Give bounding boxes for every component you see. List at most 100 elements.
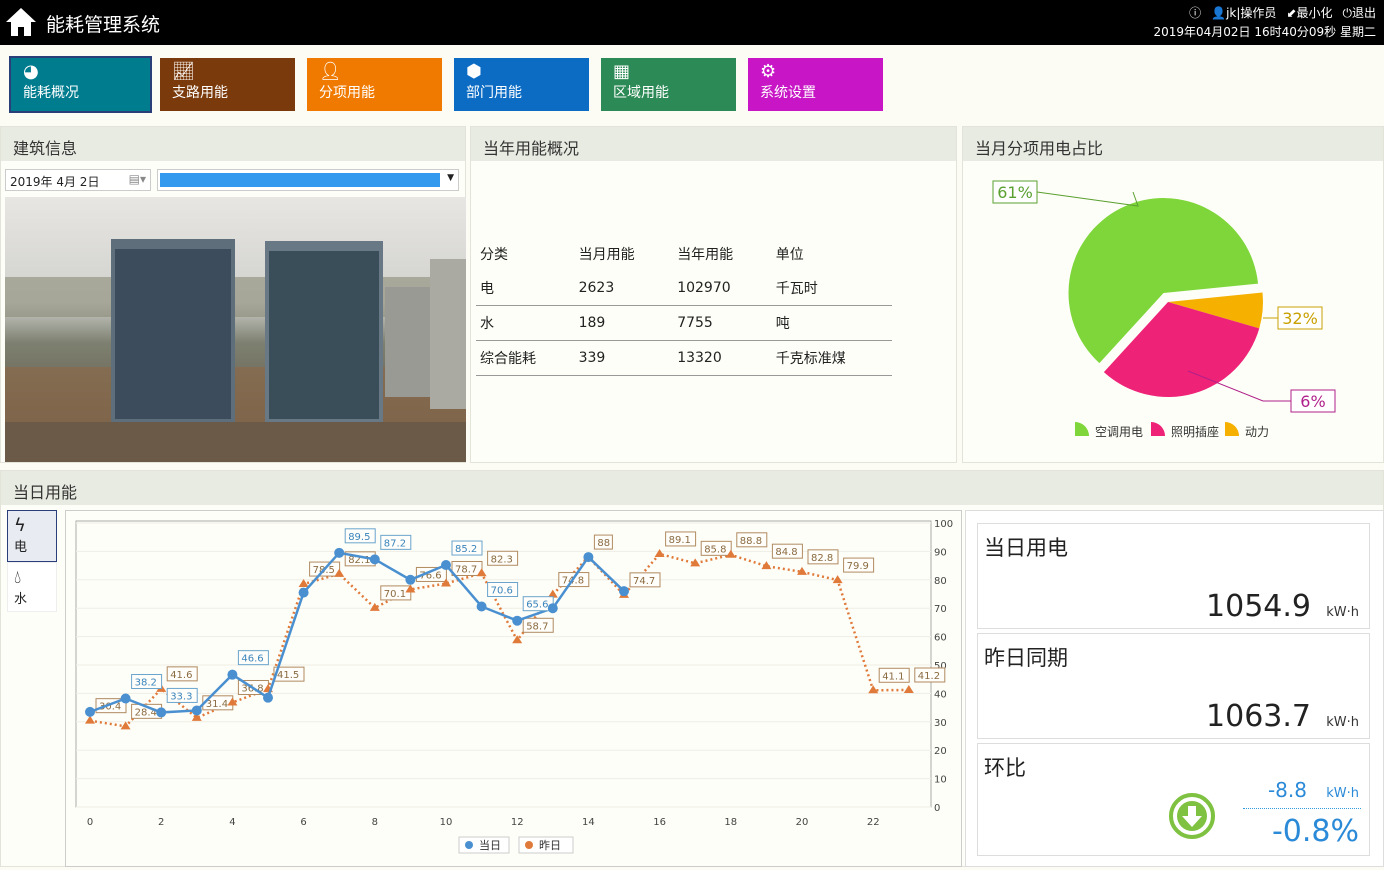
- data-label-box: [451, 540, 483, 556]
- pie-leader-line: [1036, 191, 1139, 207]
- user-icon: 👤︎: [319, 61, 342, 82]
- pie-slice: [1103, 302, 1260, 398]
- y-tick-label: 80: [934, 576, 947, 587]
- legend-swatch: [1075, 422, 1089, 436]
- today-value: 1054.9: [1206, 589, 1311, 624]
- pie-label-box: [1290, 389, 1336, 413]
- data-point: [227, 697, 238, 706]
- nav-tile-0[interactable]: ◕ 能耗概况: [9, 56, 152, 113]
- legend-label[interactable]: 照明插座: [1171, 424, 1219, 439]
- data-label-box: [487, 550, 519, 566]
- data-point: [903, 684, 914, 693]
- pie-label: 32%: [1282, 309, 1318, 328]
- legend-item[interactable]: [458, 836, 510, 854]
- nav-tile-4[interactable]: ▦ 区域用能: [601, 58, 736, 111]
- legend-swatch: [1151, 422, 1165, 436]
- data-point: [120, 721, 131, 730]
- data-label: 38.2: [135, 678, 157, 689]
- app-header: 能耗管理系统 ⓘ 👤jk|操作员 ⬋最小化 ⏻退出 2019年04月02日 16…: [0, 0, 1384, 45]
- x-tick-label: 4: [229, 817, 235, 828]
- data-label: 89.5: [348, 532, 370, 543]
- data-label-box: [593, 534, 613, 550]
- data-label: 82.3: [491, 554, 513, 565]
- data-label: 74.7: [633, 576, 655, 587]
- pie-label-box: [992, 180, 1038, 204]
- legend-marker: [465, 841, 473, 849]
- calendar-icon: ▤▾: [128, 172, 146, 186]
- user-menu[interactable]: 👤jk|操作员: [1211, 6, 1277, 20]
- yearly-table: 分类 当月用能 当年用能 单位电 2623 102970 千瓦时水 189 7755 吨综合能耗 3…: [476, 237, 892, 376]
- data-label-box: [415, 566, 447, 582]
- x-tick-label: 20: [796, 817, 809, 828]
- data-point: [369, 554, 380, 565]
- nav-tile-3[interactable]: ⬢ 部门用能: [454, 58, 589, 111]
- data-point: [512, 615, 523, 626]
- y-tick-label: 70: [934, 604, 947, 615]
- logout-button[interactable]: ⏻退出: [1342, 6, 1376, 20]
- data-point: [405, 584, 416, 593]
- data-label-box: [700, 540, 732, 556]
- toggle-water[interactable]: 💧︎ 水: [7, 562, 57, 612]
- data-label-box: [487, 581, 519, 597]
- minimize-button[interactable]: ⬋最小化: [1286, 6, 1333, 20]
- data-label-box: [451, 560, 483, 576]
- data-point: [334, 547, 345, 558]
- unit-label: kW·h: [1326, 605, 1359, 620]
- datetime: 2019年04月02日 16时40分09秒 星期二: [1153, 25, 1376, 39]
- minimize-icon: ⬋: [1286, 6, 1297, 20]
- panel-title: 当日用能: [1, 471, 1383, 505]
- data-point: [797, 566, 807, 575]
- data-point: [334, 568, 345, 577]
- date-picker[interactable]: 2019年 4月 2日 ▤▾: [5, 169, 151, 191]
- pie-label: 6%: [1300, 392, 1325, 411]
- legend-marker: [525, 841, 533, 849]
- x-tick-label: 0: [87, 817, 93, 828]
- legend-label[interactable]: 动力: [1245, 425, 1269, 439]
- data-label: 70.1: [384, 589, 406, 600]
- arrow-down-icon: [1169, 793, 1215, 839]
- yesterday-label: 昨日同期: [984, 646, 1068, 670]
- data-point: [227, 669, 238, 680]
- nav-tile-2[interactable]: 👤︎ 分项用能: [307, 58, 442, 111]
- building-select[interactable]: ▼: [157, 169, 459, 191]
- legend-label[interactable]: 空调用电: [1095, 425, 1143, 439]
- table-row: 水 189 7755 吨: [476, 305, 892, 341]
- pie-slice: [1168, 292, 1263, 329]
- nav-tile-5[interactable]: ⚙ 系统设置: [748, 58, 883, 111]
- chart-frame: 0 10 20 30 40 50 60 70 80 90 100 0 2 4 6 8 10 12 14 16 18 20 2…: [65, 510, 962, 867]
- data-label: 82.1: [348, 555, 370, 566]
- data-label-box: [771, 543, 803, 559]
- data-point: [583, 552, 594, 563]
- data-label-box: [629, 572, 661, 588]
- pie-chart: 61% 空调用电 32% 照明插座 6% 动力: [992, 180, 1336, 439]
- data-label-box: [736, 532, 768, 548]
- legend-item[interactable]: [518, 836, 574, 854]
- data-label-box: [166, 687, 198, 703]
- data-label-box: [878, 667, 910, 683]
- data-point: [547, 603, 558, 614]
- y-tick-label: 40: [934, 689, 947, 700]
- daily-line-chart: 0 10 20 30 40 50 60 70 80 90 100 0 2 4 6 8 10 12 14 16 18 20 2…: [75, 519, 953, 854]
- y-tick-label: 10: [934, 775, 947, 786]
- ratio-stat: 环比 -8.8 kW·h -0.8%: [977, 743, 1370, 856]
- pie-label: 61%: [997, 183, 1033, 202]
- data-point: [868, 685, 879, 694]
- y-tick-label: 60: [934, 633, 947, 644]
- legend-label: 当日: [479, 838, 501, 852]
- info-icon[interactable]: ⓘ: [1189, 6, 1202, 20]
- data-label: 33.3: [170, 691, 192, 702]
- panel-title: 建筑信息: [1, 127, 465, 161]
- data-point: [405, 574, 416, 585]
- y-tick-label: 0: [934, 803, 940, 814]
- nav-tile-1[interactable]: 📈︎ 支路用能: [160, 58, 295, 111]
- home-icon[interactable]: [4, 6, 38, 38]
- data-label: 82.8: [811, 553, 833, 564]
- unit-label: kW·h: [1326, 715, 1359, 730]
- user-icon: 👤: [1211, 6, 1227, 20]
- ratio-label: 环比: [984, 756, 1026, 780]
- data-label: 88.8: [740, 536, 762, 547]
- pie-leader-line: [1187, 370, 1291, 402]
- data-point: [725, 549, 736, 558]
- x-tick-label: 14: [582, 817, 595, 828]
